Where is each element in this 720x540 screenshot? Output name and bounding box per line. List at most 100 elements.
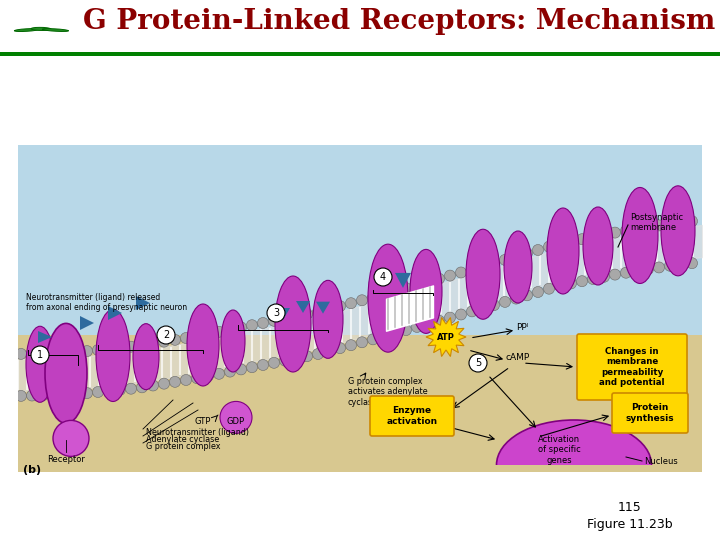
Circle shape [467, 306, 477, 317]
Circle shape [356, 337, 367, 348]
Circle shape [510, 251, 521, 262]
Circle shape [246, 320, 258, 330]
Circle shape [279, 313, 290, 324]
Polygon shape [108, 306, 122, 320]
Text: PPᴵ: PPᴵ [516, 323, 528, 333]
Ellipse shape [504, 231, 532, 303]
Circle shape [412, 321, 423, 333]
Circle shape [554, 238, 565, 249]
Circle shape [565, 236, 577, 247]
Ellipse shape [42, 29, 68, 31]
Polygon shape [136, 296, 150, 310]
Circle shape [81, 346, 92, 356]
Circle shape [269, 315, 279, 326]
Circle shape [267, 304, 285, 322]
Text: Postsynaptic
membrane: Postsynaptic membrane [630, 213, 683, 232]
Circle shape [423, 319, 433, 329]
Text: GTP: GTP [195, 417, 211, 426]
Circle shape [290, 353, 302, 364]
Ellipse shape [410, 249, 442, 333]
Circle shape [444, 312, 456, 323]
Circle shape [521, 248, 533, 259]
Circle shape [279, 355, 290, 366]
Circle shape [598, 230, 610, 240]
Ellipse shape [45, 323, 87, 423]
Ellipse shape [31, 28, 51, 30]
Circle shape [192, 330, 202, 342]
Ellipse shape [275, 276, 311, 372]
Circle shape [610, 269, 621, 280]
Circle shape [444, 270, 456, 281]
Circle shape [554, 280, 565, 291]
Ellipse shape [622, 187, 658, 284]
Circle shape [53, 421, 89, 456]
Circle shape [220, 401, 252, 434]
Circle shape [675, 217, 686, 228]
Circle shape [367, 334, 379, 345]
Circle shape [148, 338, 158, 349]
Circle shape [477, 261, 488, 272]
Circle shape [137, 340, 148, 351]
Polygon shape [80, 316, 94, 330]
Circle shape [456, 309, 467, 320]
Circle shape [104, 386, 114, 396]
Circle shape [31, 346, 49, 364]
Circle shape [60, 347, 71, 358]
Circle shape [312, 348, 323, 360]
Bar [18, 335, 702, 472]
Circle shape [642, 222, 654, 233]
Text: 5: 5 [475, 358, 481, 368]
Circle shape [335, 301, 346, 312]
Polygon shape [38, 331, 52, 343]
Ellipse shape [96, 309, 130, 402]
Ellipse shape [221, 310, 245, 372]
Circle shape [500, 254, 510, 265]
Text: Adenylate cyclase: Adenylate cyclase [146, 435, 220, 444]
Circle shape [235, 364, 246, 375]
Circle shape [37, 348, 48, 359]
Circle shape [92, 387, 104, 397]
Circle shape [642, 264, 654, 275]
Circle shape [323, 303, 335, 315]
Circle shape [467, 264, 477, 275]
Circle shape [214, 368, 225, 379]
Text: Neurotransmitter (ligand): Neurotransmitter (ligand) [146, 428, 249, 437]
Circle shape [258, 360, 269, 370]
Circle shape [169, 334, 181, 346]
Circle shape [379, 289, 390, 300]
Circle shape [27, 390, 37, 401]
Circle shape [477, 303, 488, 314]
Circle shape [544, 241, 554, 252]
Circle shape [157, 326, 175, 344]
Text: Receptor: Receptor [47, 455, 85, 464]
Circle shape [675, 259, 686, 270]
Circle shape [302, 350, 312, 362]
Circle shape [533, 245, 544, 255]
Circle shape [192, 373, 202, 383]
Circle shape [367, 292, 379, 303]
Bar [494, 465, 656, 515]
Circle shape [16, 390, 27, 401]
Ellipse shape [661, 186, 695, 276]
FancyBboxPatch shape [370, 396, 454, 436]
Circle shape [686, 258, 698, 269]
Circle shape [577, 276, 588, 287]
Text: G protein complex
activates adenylate
cyclase: G protein complex activates adenylate cy… [348, 377, 428, 407]
Circle shape [631, 224, 642, 234]
Circle shape [125, 383, 137, 394]
Circle shape [533, 287, 544, 298]
Circle shape [323, 346, 335, 356]
Polygon shape [276, 308, 290, 320]
Ellipse shape [14, 29, 39, 31]
Text: ATP: ATP [437, 333, 455, 341]
Circle shape [379, 331, 390, 342]
Text: GDP: GDP [227, 417, 245, 426]
Bar [18, 145, 702, 340]
Circle shape [390, 328, 400, 339]
Ellipse shape [497, 420, 652, 510]
Circle shape [654, 220, 665, 231]
Circle shape [577, 234, 588, 245]
Ellipse shape [26, 326, 54, 402]
Circle shape [235, 322, 246, 333]
Circle shape [346, 298, 356, 309]
